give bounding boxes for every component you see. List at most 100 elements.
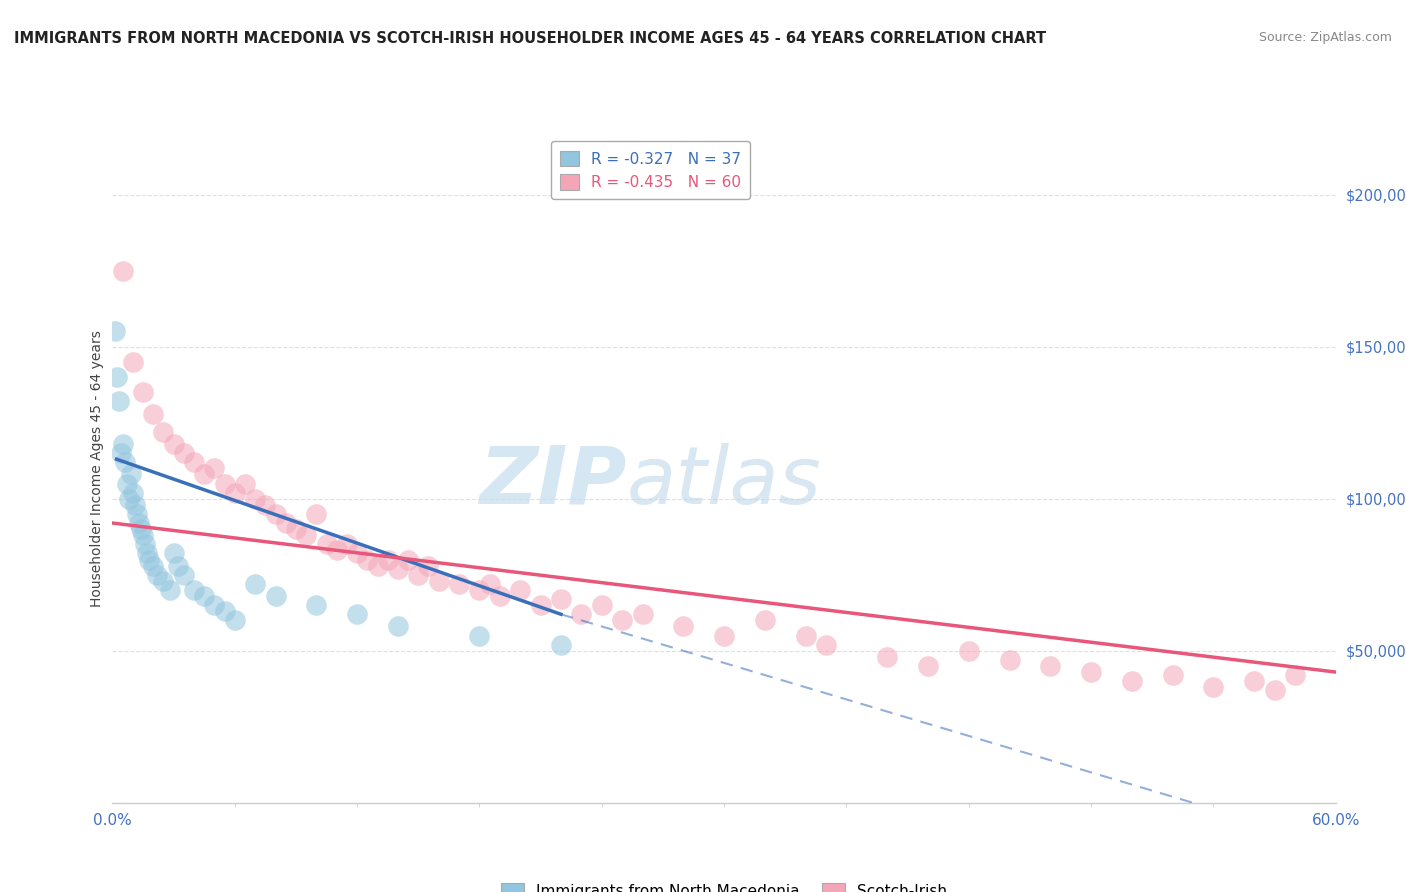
Point [295,528,318,542]
Point [111,437,134,451]
Point [305,598,328,612]
Point [214,604,236,618]
Point [326,543,349,558]
Point [387,619,409,633]
Point [610,613,633,627]
Point [1080,665,1102,679]
Point [138,552,160,566]
Point [794,628,817,642]
Point [468,582,491,597]
Point [284,522,308,536]
Point [274,516,297,530]
Point [356,552,378,566]
Point [447,577,470,591]
Point [166,558,188,573]
Point [366,558,388,573]
Point [529,598,551,612]
Point [120,467,142,482]
Point [264,589,287,603]
Point [118,491,141,506]
Point [713,628,735,642]
Point [173,567,195,582]
Point [224,613,246,627]
Point [957,644,980,658]
Legend: Immigrants from North Macedonia, Scotch-Irish: Immigrants from North Macedonia, Scotch-… [495,878,953,892]
Point [142,558,165,573]
Point [132,528,155,542]
Point [146,567,169,582]
Point [111,263,134,277]
Point [204,461,226,475]
Point [377,552,399,566]
Point [1264,683,1286,698]
Point [122,355,145,369]
Point [193,467,215,482]
Point [163,437,186,451]
Point [1243,674,1265,689]
Point [672,619,695,633]
Point [110,446,132,460]
Point [489,589,512,603]
Point [132,385,155,400]
Point [159,582,181,597]
Point [107,394,129,409]
Point [815,638,838,652]
Point [591,598,613,612]
Point [136,546,159,560]
Point [103,325,125,339]
Point [631,607,654,622]
Text: IMMIGRANTS FROM NORTH MACEDONIA VS SCOTCH-IRISH HOUSEHOLDER INCOME AGES 45 - 64 : IMMIGRANTS FROM NORTH MACEDONIA VS SCOTC… [14,31,1046,46]
Point [264,507,287,521]
Point [183,455,205,469]
Point [152,574,174,588]
Point [305,507,328,521]
Point [183,582,205,597]
Point [193,589,215,603]
Point [346,546,368,560]
Text: ZIP: ZIP [479,442,626,521]
Point [245,577,267,591]
Point [204,598,226,612]
Point [468,628,491,642]
Point [336,537,359,551]
Point [917,659,939,673]
Point [427,574,450,588]
Point [346,607,368,622]
Point [478,577,501,591]
Point [152,425,174,439]
Point [128,516,150,530]
Point [105,370,128,384]
Point [129,522,152,536]
Point [876,649,898,664]
Point [224,485,246,500]
Point [754,613,776,627]
Point [387,562,409,576]
Point [142,407,165,421]
Y-axis label: Householder Income Ages 45 - 64 years: Householder Income Ages 45 - 64 years [90,330,104,607]
Point [163,546,186,560]
Point [254,498,277,512]
Text: atlas: atlas [626,442,821,521]
Point [1121,674,1143,689]
Point [1161,668,1184,682]
Point [1284,668,1306,682]
Point [134,537,156,551]
Point [408,567,430,582]
Point [233,476,256,491]
Point [509,582,531,597]
Point [124,498,146,512]
Point [315,537,337,551]
Text: Source: ZipAtlas.com: Source: ZipAtlas.com [1258,31,1392,45]
Point [550,592,572,607]
Point [418,558,440,573]
Point [114,455,136,469]
Point [1039,659,1062,673]
Point [122,485,145,500]
Point [550,638,572,652]
Point [1202,680,1225,694]
Point [115,476,138,491]
Point [245,491,267,506]
Point [998,653,1021,667]
Point [571,607,593,622]
Point [396,552,419,566]
